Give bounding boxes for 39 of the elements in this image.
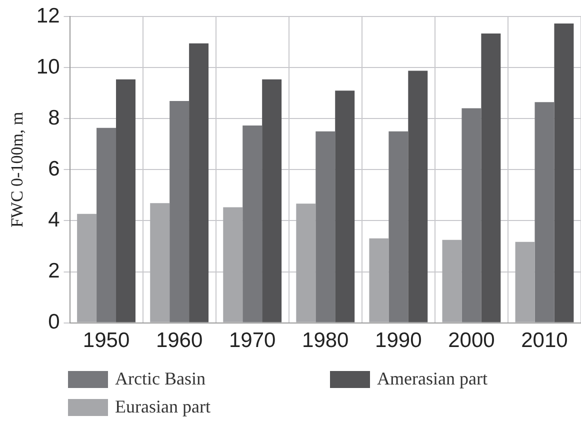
y-tick-label: 2 bbox=[48, 260, 60, 283]
legend-label: Eurasian part bbox=[115, 396, 210, 417]
y-axis-title: FWC 0-100m, m bbox=[8, 112, 27, 228]
y-tick-label: 0 bbox=[48, 310, 60, 334]
bar bbox=[462, 108, 482, 322]
x-tick-label: 1960 bbox=[156, 329, 203, 352]
bar bbox=[534, 102, 554, 322]
bar bbox=[77, 214, 97, 322]
bar bbox=[515, 242, 535, 322]
bar bbox=[170, 101, 190, 322]
bar bbox=[554, 23, 574, 322]
x-tick-label: 1970 bbox=[228, 329, 276, 352]
x-tick-label: 1980 bbox=[302, 329, 349, 352]
y-tick-label: 6 bbox=[48, 157, 60, 180]
x-tick-label: 2010 bbox=[521, 329, 568, 352]
x-tick-label: 1990 bbox=[375, 329, 422, 352]
bar bbox=[388, 131, 408, 322]
y-tick-label: 12 bbox=[36, 4, 60, 28]
y-tick-label: 8 bbox=[48, 106, 60, 130]
bar bbox=[242, 126, 262, 322]
bar bbox=[335, 90, 355, 322]
bar bbox=[442, 240, 462, 322]
y-tick-label: 10 bbox=[36, 55, 60, 78]
legend-label: Amerasian part bbox=[377, 368, 488, 389]
bar bbox=[481, 33, 501, 322]
bar bbox=[189, 43, 209, 322]
bar bbox=[296, 204, 316, 322]
bar bbox=[223, 207, 243, 322]
bar bbox=[316, 131, 336, 322]
bar bbox=[116, 79, 136, 322]
bar bbox=[150, 203, 170, 322]
bar bbox=[369, 238, 389, 322]
x-tick-label: 1950 bbox=[82, 329, 130, 352]
bar bbox=[408, 70, 428, 322]
legend-label: Arctic Basin bbox=[115, 368, 206, 389]
x-tick-label: 2000 bbox=[448, 329, 495, 352]
bar bbox=[262, 79, 282, 322]
bar bbox=[96, 128, 116, 322]
y-tick-label: 4 bbox=[48, 208, 60, 232]
